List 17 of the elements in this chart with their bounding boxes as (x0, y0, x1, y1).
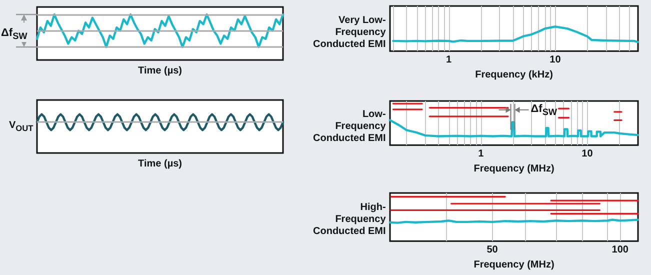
x-tick-label: 50 (486, 244, 498, 256)
annotation: Δf$_{SW}$ (530, 102, 558, 118)
x-axis-title: Frequency (kHz) (475, 70, 553, 80)
x-tick-label: 100 (612, 244, 629, 256)
x-axis-title: Time (µs) (138, 66, 182, 76)
x-axis-title: Time (µs) (138, 158, 182, 170)
x-axis-title: Frequency (MHz) (474, 164, 554, 174)
x-tick-label: 1 (446, 54, 452, 66)
y-axis-title: V$_{OUT}$ (9, 120, 34, 134)
x-axis-title: Frequency (MHz) (474, 260, 554, 270)
y-axis-title: Low- Frequency Conducted EMI (313, 109, 386, 145)
x-tick-label: 1 (478, 148, 484, 160)
x-tick-label: 10 (550, 54, 562, 66)
y-axis-title: Very Low- Frequency Conducted EMI (313, 15, 386, 51)
y-axis-title: High- Frequency Conducted EMI (313, 202, 386, 238)
x-tick-label: 10 (582, 148, 594, 160)
y-axis-title: Δf$_{SW}$ (1, 26, 28, 42)
